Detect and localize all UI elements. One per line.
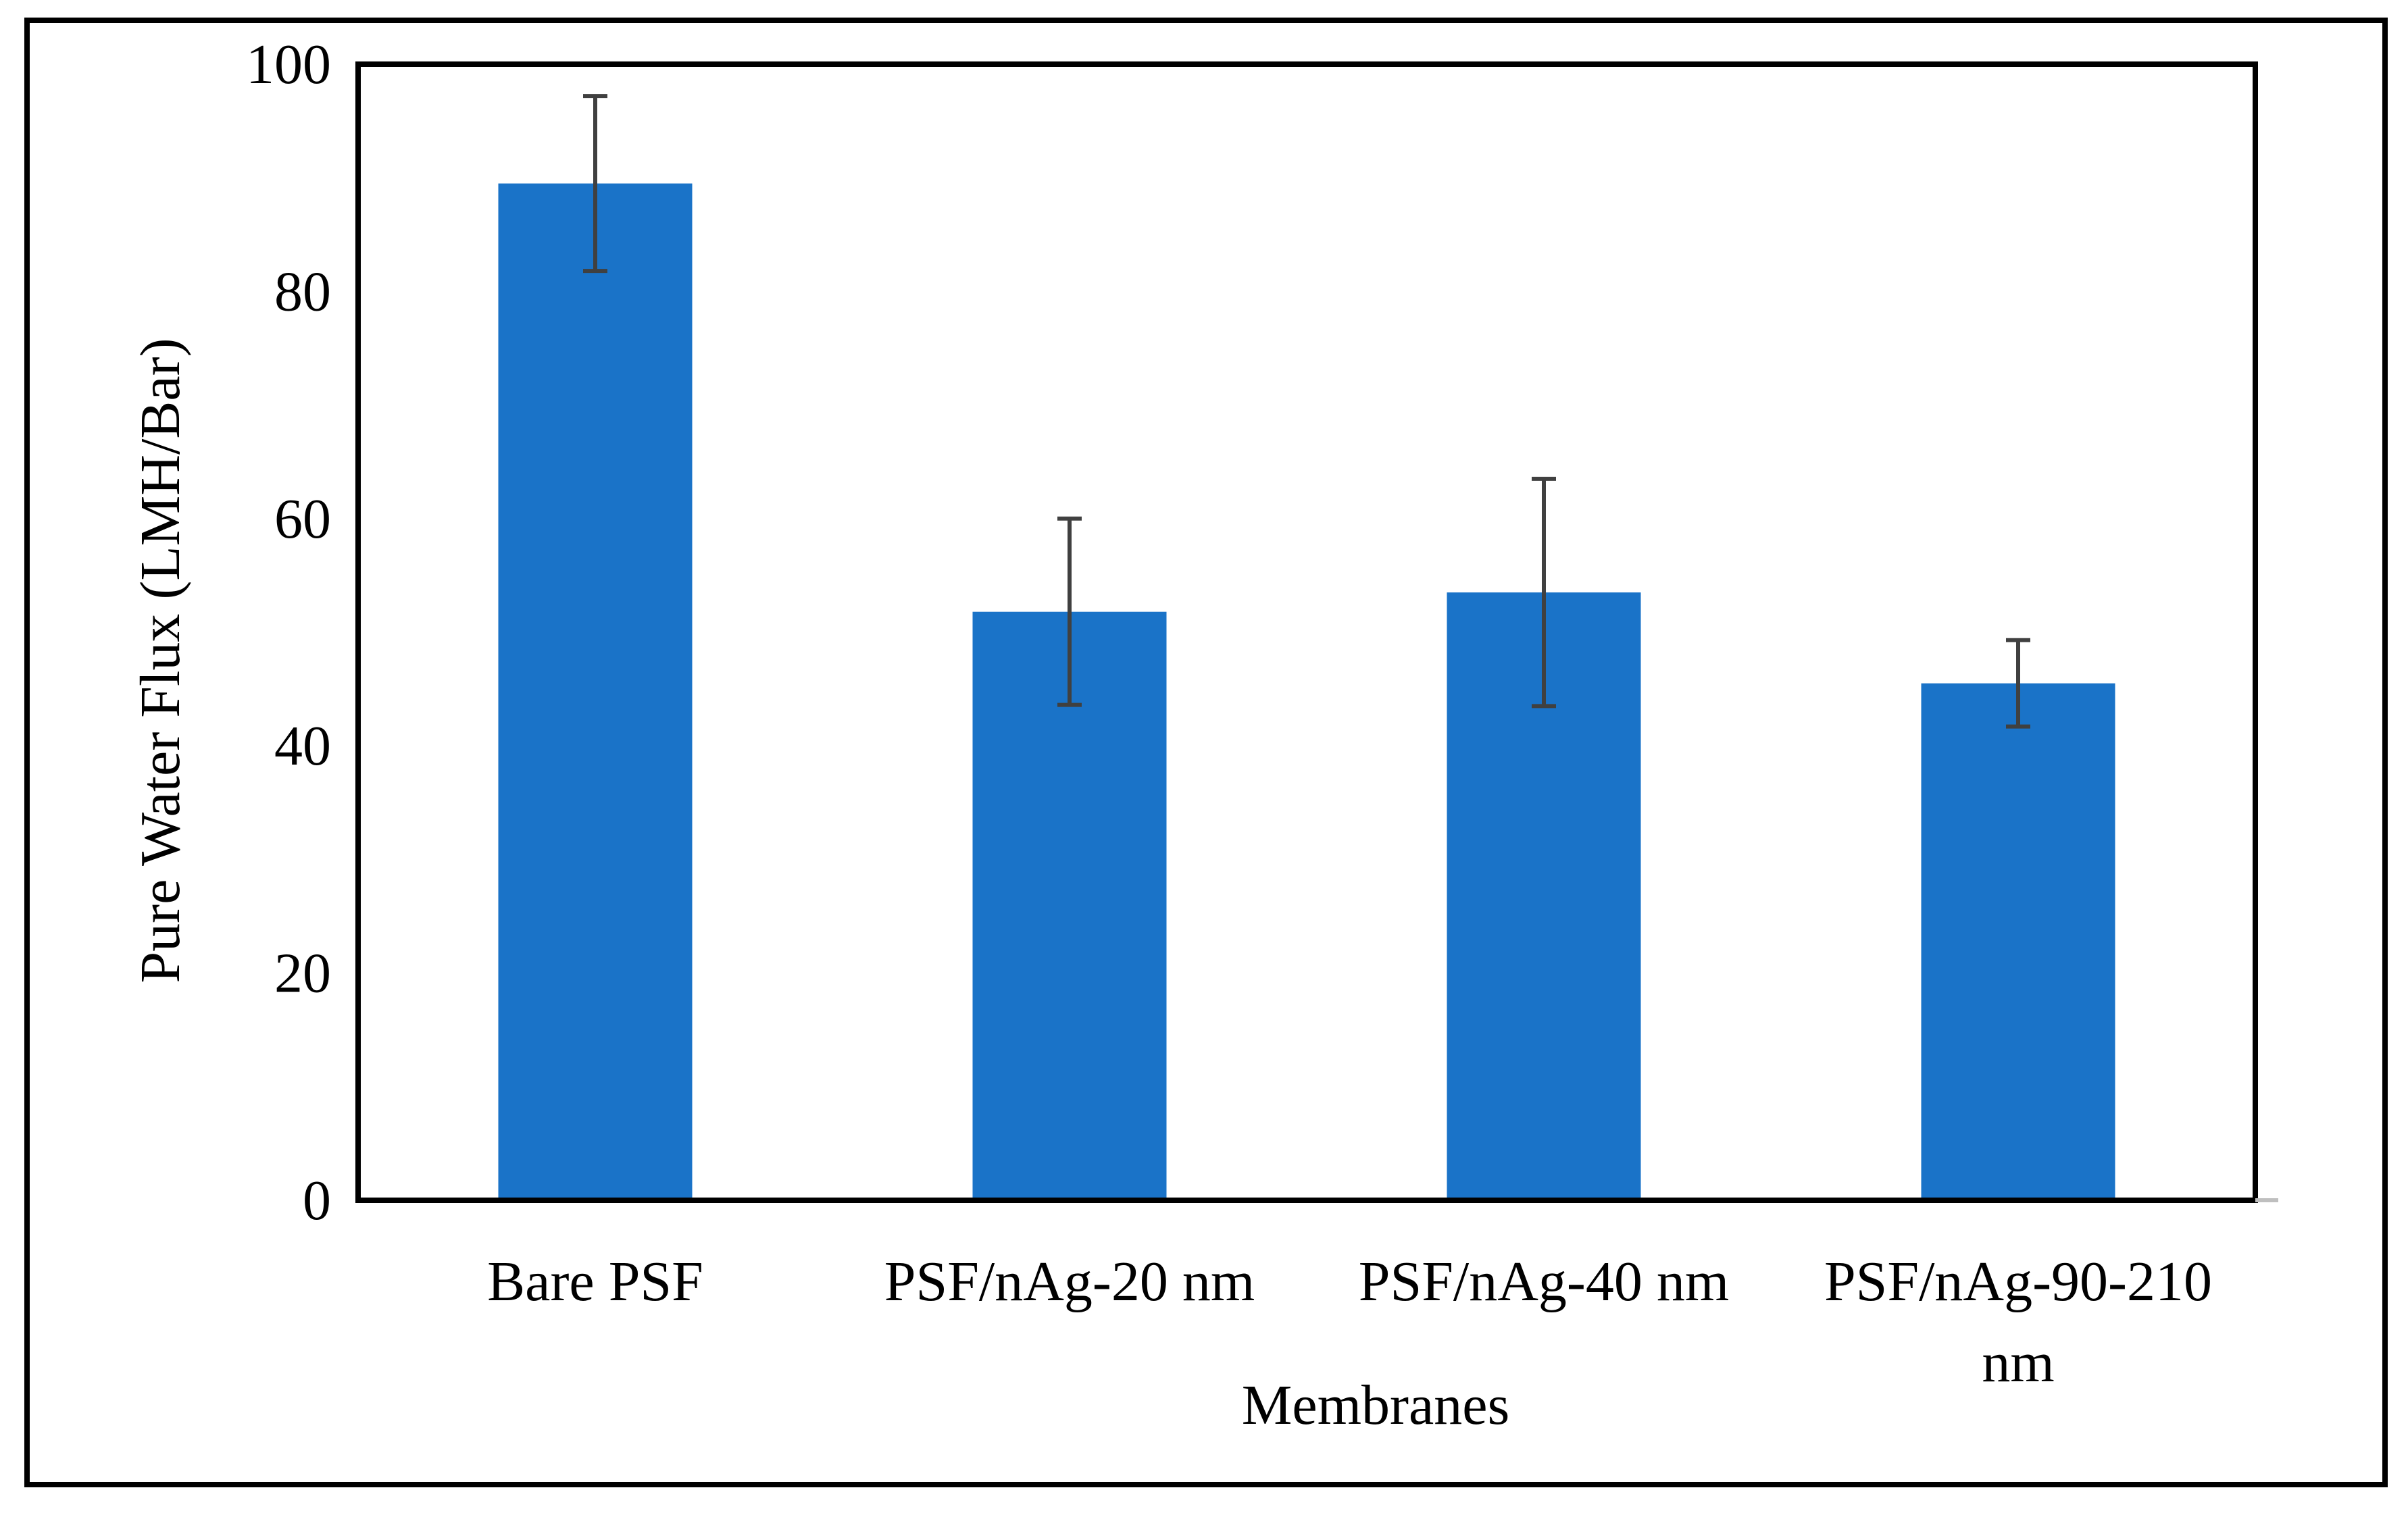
x-tick-label: PSF/nAg-40 nm xyxy=(1359,1250,1729,1313)
y-tick-label: 60 xyxy=(274,488,331,550)
bar xyxy=(1921,683,2115,1200)
x-axis-category-labels: Bare PSF PSF/nAg-20 nm PSF/nAg-40 nm PSF/nA… xyxy=(487,1250,2212,1394)
bars xyxy=(498,183,2115,1200)
y-tick-label: 20 xyxy=(274,942,331,1005)
y-tick-label: 40 xyxy=(274,715,331,777)
x-tick-label: nm xyxy=(1982,1331,2054,1394)
figure-outer-frame xyxy=(24,18,2388,1487)
x-axis-label: Membranes xyxy=(1242,1374,1510,1437)
y-axis-ticks: 0 20 40 60 80 100 xyxy=(246,33,331,1232)
bar xyxy=(498,183,693,1200)
bar xyxy=(972,611,1167,1200)
x-tick-label: PSF/nAg-90-210 xyxy=(1824,1250,2212,1313)
y-tick-label: 80 xyxy=(274,260,331,323)
error-bars xyxy=(583,94,2030,729)
plot-area-frame xyxy=(355,61,2258,1203)
y-axis-label: Pure Water Flux (LMH/Bar) xyxy=(129,338,192,983)
x-tick-label: Bare PSF xyxy=(487,1250,703,1313)
y-tick-label: 0 xyxy=(303,1169,331,1232)
x-tick-label: PSF/nAg-20 nm xyxy=(884,1250,1255,1313)
y-tick-label: 100 xyxy=(246,33,331,96)
